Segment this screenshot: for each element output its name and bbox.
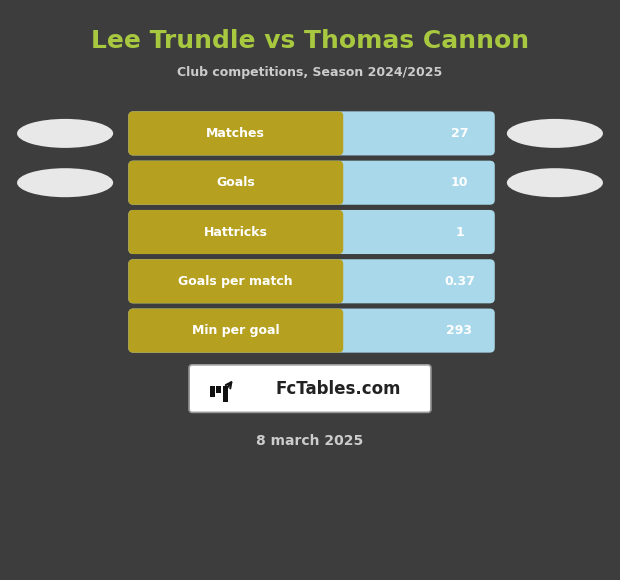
Text: Min per goal: Min per goal <box>192 324 280 337</box>
Ellipse shape <box>507 168 603 197</box>
FancyBboxPatch shape <box>128 111 343 155</box>
FancyBboxPatch shape <box>189 365 431 412</box>
FancyBboxPatch shape <box>128 111 495 155</box>
Bar <box>326 165 339 200</box>
FancyBboxPatch shape <box>128 309 343 353</box>
FancyBboxPatch shape <box>128 161 343 205</box>
Bar <box>326 313 339 348</box>
Text: 293: 293 <box>446 324 472 337</box>
FancyBboxPatch shape <box>128 259 343 303</box>
Ellipse shape <box>17 119 113 148</box>
Ellipse shape <box>17 168 113 197</box>
Bar <box>210 386 215 397</box>
Ellipse shape <box>507 119 603 148</box>
FancyBboxPatch shape <box>128 259 495 303</box>
Text: 8 march 2025: 8 march 2025 <box>257 434 363 448</box>
Text: Matches: Matches <box>206 127 265 140</box>
Text: Lee Trundle vs Thomas Cannon: Lee Trundle vs Thomas Cannon <box>91 28 529 53</box>
Text: 1: 1 <box>455 226 464 238</box>
Text: 10: 10 <box>451 176 468 189</box>
FancyBboxPatch shape <box>128 161 495 205</box>
FancyBboxPatch shape <box>128 210 495 254</box>
Text: FcTables.com: FcTables.com <box>275 379 401 398</box>
Text: 27: 27 <box>451 127 468 140</box>
Text: Goals: Goals <box>216 176 255 189</box>
Bar <box>326 264 339 299</box>
Bar <box>326 215 339 249</box>
Text: Goals per match: Goals per match <box>179 275 293 288</box>
Text: Club competitions, Season 2024/2025: Club competitions, Season 2024/2025 <box>177 66 443 79</box>
Bar <box>216 386 221 393</box>
Text: Hattricks: Hattricks <box>204 226 268 238</box>
Text: 0.37: 0.37 <box>444 275 475 288</box>
Bar <box>326 116 339 151</box>
FancyBboxPatch shape <box>128 309 495 353</box>
FancyBboxPatch shape <box>128 210 343 254</box>
Bar <box>223 386 228 402</box>
